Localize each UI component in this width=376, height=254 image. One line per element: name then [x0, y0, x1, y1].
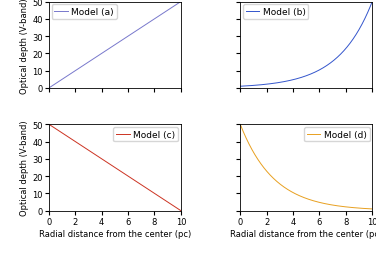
Legend: Model (c): Model (c)	[114, 128, 178, 142]
Y-axis label: Optical depth (V-band): Optical depth (V-band)	[20, 0, 29, 93]
X-axis label: Radial distance from the center (pc): Radial distance from the center (pc)	[230, 229, 376, 238]
Legend: Model (a): Model (a)	[52, 5, 117, 20]
Legend: Model (d): Model (d)	[304, 128, 370, 142]
X-axis label: Radial distance from the center (pc): Radial distance from the center (pc)	[39, 229, 191, 238]
Legend: Model (b): Model (b)	[243, 5, 308, 20]
Y-axis label: Optical depth (V-band): Optical depth (V-band)	[20, 120, 29, 215]
